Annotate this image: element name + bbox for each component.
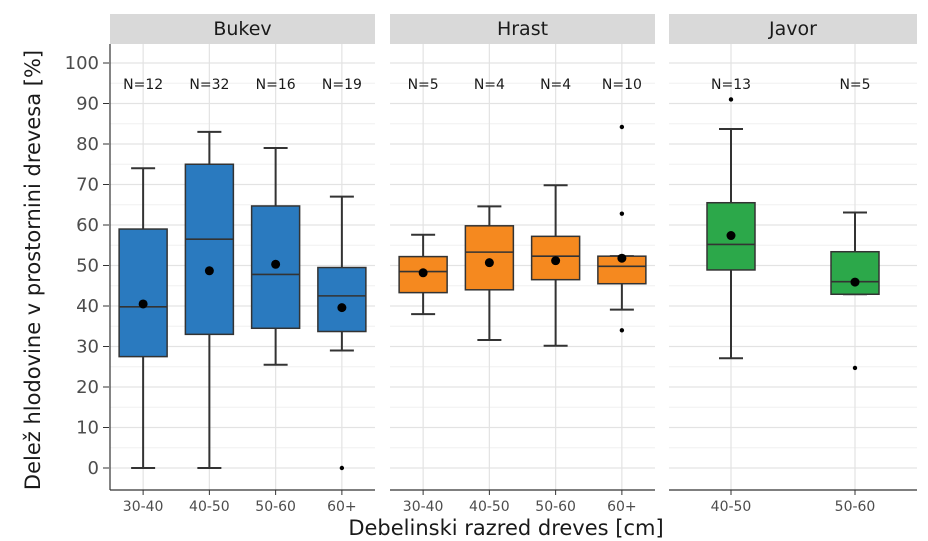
mean-point (138, 299, 148, 309)
box-iqr (830, 250, 880, 296)
sample-size-label: N=19 (322, 77, 362, 93)
box-iqr (706, 201, 756, 271)
y-tick-label: 30 (76, 337, 99, 358)
facet-strip-label: Bukev (213, 18, 271, 40)
facet-strip-label: Javor (768, 18, 817, 40)
outlier-point (339, 465, 345, 471)
mean-point (551, 256, 561, 266)
y-tick-label: 70 (76, 175, 99, 196)
mean-point (271, 259, 281, 269)
mean-point (850, 277, 860, 287)
facet-strip-label: Hrast (497, 18, 548, 40)
sample-size-label: N=4 (540, 77, 571, 93)
x-tick-label: 50-60 (535, 499, 576, 515)
sample-size-label: N=10 (602, 77, 642, 93)
sample-size-label: N=12 (123, 77, 163, 93)
outlier-point (619, 211, 625, 216)
x-tick-label: 40-50 (711, 499, 752, 515)
mean-point (204, 266, 214, 276)
y-tick-label: 20 (76, 377, 99, 398)
mean-point (418, 268, 428, 278)
box-iqr (184, 163, 235, 336)
mean-point (617, 253, 627, 263)
x-axis-title: Debelinski razred dreves [cm] (348, 516, 663, 540)
mean-point (726, 231, 736, 241)
y-tick-label: 0 (88, 458, 99, 479)
y-tick-label: 100 (65, 53, 99, 74)
outlier-point (728, 97, 734, 102)
sample-size-label: N=32 (189, 77, 229, 93)
y-tick-label: 90 (76, 94, 99, 115)
sample-size-label: N=13 (711, 77, 751, 93)
x-tick-label: 50-60 (835, 499, 876, 515)
x-tick-label: 30-40 (123, 499, 164, 515)
panel-background (669, 44, 917, 490)
sample-size-label: N=16 (256, 77, 296, 93)
y-tick-label: 60 (76, 215, 99, 236)
y-tick-label: 40 (76, 296, 99, 317)
y-tick-label: 10 (76, 418, 99, 439)
sample-size-label: N=4 (474, 77, 505, 93)
sample-size-label: N=5 (408, 77, 439, 93)
y-tick-label: 80 (76, 134, 99, 155)
y-axis-title: Delež hlodovine v prostornini drevesa [%… (21, 50, 45, 490)
facet-strip (110, 14, 375, 44)
x-tick-label: 40-50 (469, 499, 510, 515)
y-tick-label: 50 (76, 256, 99, 277)
x-tick-label: 40-50 (189, 499, 230, 515)
mean-point (337, 303, 347, 313)
facet-strip (390, 14, 655, 44)
outlier-point (852, 365, 858, 371)
box-iqr (464, 225, 515, 291)
x-tick-label: 60+ (607, 499, 637, 515)
outlier-point (619, 328, 625, 333)
x-tick-label: 60+ (327, 499, 357, 515)
x-tick-label: 50-60 (255, 499, 296, 515)
mean-point (484, 258, 494, 268)
plot-layer: 0 10 20 30 40 50 60 70 80 90 100 Bukev N=12 30-40 N=32… (65, 14, 917, 515)
sample-size-label: N=5 (839, 77, 870, 93)
facet-strip (669, 14, 917, 44)
box-iqr (317, 266, 367, 333)
outlier-point (619, 124, 625, 130)
box-iqr (118, 228, 168, 358)
x-tick-label: 30-40 (403, 499, 444, 515)
